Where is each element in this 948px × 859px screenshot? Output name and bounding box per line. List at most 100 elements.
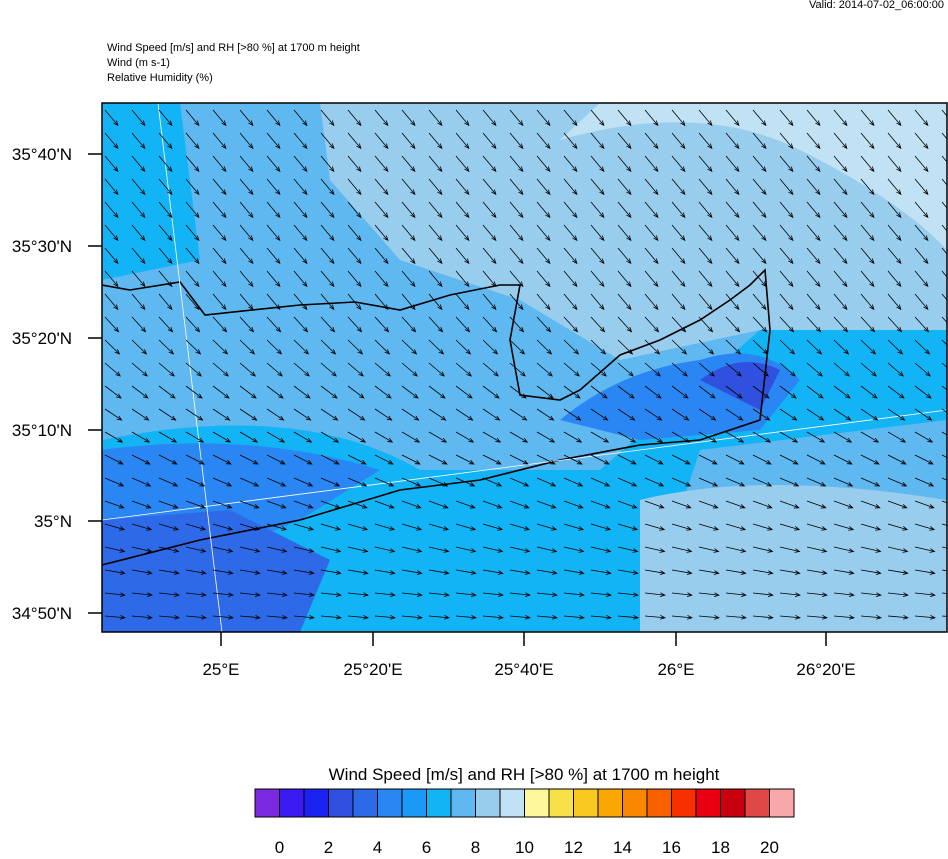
wind-arrow: [753, 638, 773, 642]
wind-arrow: [644, 431, 664, 443]
wind-arrow: [752, 316, 768, 333]
wind-arrow: [239, 592, 261, 597]
wind-arrow: [402, 638, 422, 642]
lon-label: 25°40'E: [494, 660, 553, 679]
wind-arrow: [671, 362, 688, 377]
wind-arrow: [428, 247, 443, 265]
wind-arrow: [293, 385, 311, 399]
wind-arrow: [725, 592, 747, 597]
wind-arrow: [942, 638, 948, 642]
wind-arrow: [833, 316, 849, 333]
lat-label: 35°30'N: [12, 237, 72, 256]
wind-arrow: [374, 408, 393, 421]
wind-arrow: [131, 316, 147, 333]
wind-arrow: [914, 546, 936, 553]
wind-arrow: [509, 293, 524, 311]
wind-arrow: [671, 316, 687, 333]
wind-arrow: [860, 224, 875, 242]
wind-arrow: [779, 247, 794, 265]
wind-arrow: [131, 523, 153, 531]
wind-arrow: [914, 316, 930, 333]
wind-arrow: [725, 431, 745, 443]
wind-arrow: [131, 408, 150, 421]
wind-arrow: [374, 385, 392, 399]
wind-arrow: [347, 362, 364, 377]
wind-arrow: [752, 477, 773, 487]
wind-arrow: [158, 109, 173, 127]
wind-arrow: [671, 178, 686, 196]
wind-arrow: [320, 339, 337, 355]
wind-arrow: [752, 224, 767, 242]
wind-arrow: [509, 408, 528, 421]
wind-arrow: [104, 247, 119, 265]
wind-arrow: [671, 155, 686, 173]
wind-arrow: [509, 477, 530, 487]
wind-arrow: [941, 293, 947, 301]
wind-arrow: [104, 592, 126, 597]
wind-arrow: [806, 546, 828, 553]
wind-arrow: [401, 477, 422, 487]
wind-arrow: [455, 293, 470, 311]
wind-arrow: [212, 431, 232, 443]
wind-arrow: [266, 132, 281, 150]
wind-arrow: [860, 201, 875, 219]
wind-arrow: [536, 477, 557, 487]
wind-arrow: [806, 316, 822, 333]
wind-arrow: [158, 270, 173, 288]
wind-arrow: [752, 109, 767, 127]
wind-arrow: [834, 638, 854, 642]
wind-arrow: [509, 270, 524, 288]
wind-arrow: [590, 155, 605, 173]
wind-arrow: [158, 385, 176, 399]
wind-arrow: [482, 362, 499, 377]
wind-arrow: [617, 362, 634, 377]
wind-arrow: [860, 546, 882, 553]
wind-arrow: [806, 201, 821, 219]
wind-arrow: [887, 316, 903, 333]
wind-arrow: [671, 569, 693, 575]
wind-arrow: [293, 408, 312, 421]
wind-arrow: [887, 109, 902, 127]
wind-arrow: [941, 523, 947, 526]
wind-arrow: [131, 178, 146, 196]
wind-arrow: [779, 592, 801, 597]
wind-arrow: [779, 615, 801, 620]
colorbar-box: [573, 788, 599, 818]
wind-arrow: [941, 155, 947, 163]
wind-arrow: [455, 132, 470, 150]
wind-arrow: [374, 454, 394, 465]
wind-arrow: [158, 569, 180, 575]
wind-arrow: [158, 454, 178, 465]
wind-arrow: [590, 615, 612, 620]
wind-arrow: [833, 615, 855, 620]
wind-arrow: [455, 270, 470, 288]
wind-arrow: [671, 270, 686, 288]
wind-arrow: [617, 546, 639, 553]
wind-arrow: [428, 408, 447, 421]
wind-arrow: [347, 178, 362, 196]
wind-arrow: [671, 224, 686, 242]
wind-arrow: [887, 431, 907, 443]
wind-arrow: [563, 362, 580, 377]
wind-arrow: [401, 523, 423, 531]
wind-arrow: [590, 362, 607, 377]
wind-arrow: [698, 132, 713, 150]
wind-arrow: [428, 500, 449, 509]
wind-arrow: [806, 270, 821, 288]
wind-arrow: [509, 454, 529, 465]
wind-arrow: [806, 523, 828, 531]
wind-arrow: [698, 339, 715, 355]
wind-arrow: [590, 201, 605, 219]
wind-arrow: [239, 523, 261, 531]
wind-arrow: [320, 224, 335, 242]
wind-arrow: [536, 523, 558, 531]
wind-arrow: [698, 316, 714, 333]
wind-arrow: [644, 270, 659, 288]
wind-arrow: [239, 339, 256, 355]
wind-arrow: [671, 546, 693, 553]
wind-arrow: [401, 408, 420, 421]
wind-arrows: [104, 109, 948, 642]
wind-arrow: [941, 569, 947, 572]
wind-arrow: [833, 546, 855, 553]
wind-arrow: [644, 523, 666, 531]
